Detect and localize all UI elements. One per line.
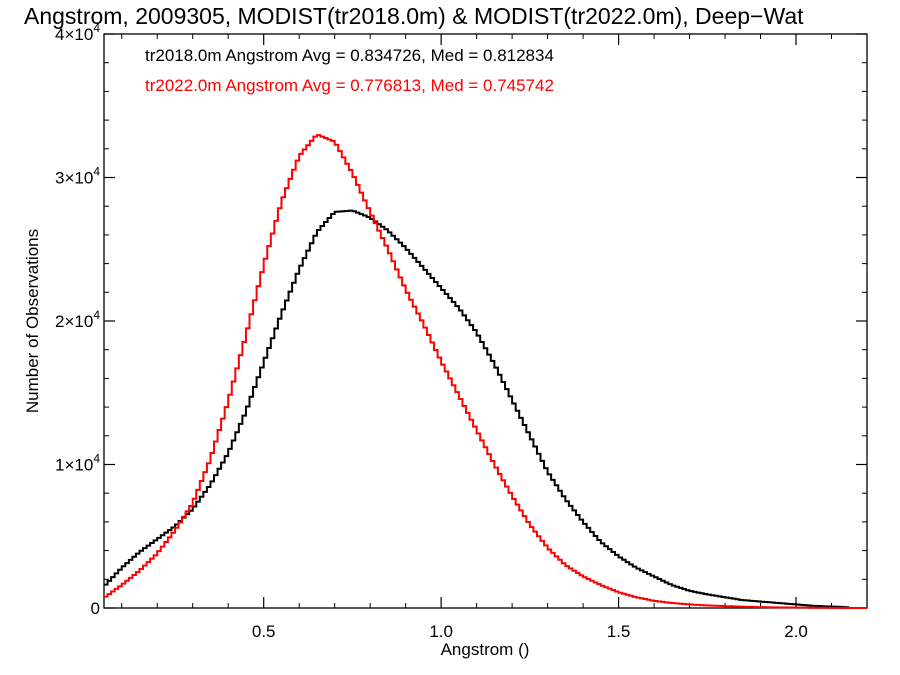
y-tick-exponent: 4 bbox=[93, 308, 100, 322]
y-tick-mantissa: 2×10 bbox=[55, 312, 93, 331]
y-tick-exponent: 4 bbox=[93, 165, 100, 179]
y-tick-exponent: 4 bbox=[93, 452, 100, 466]
x-axis-ticks: 0.5 1.0 1.5 2.0 bbox=[121, 34, 868, 641]
x-tick-label: 2.0 bbox=[784, 622, 808, 641]
x-tick-label: 0.5 bbox=[252, 622, 276, 641]
y-tick-label: 3×104 bbox=[55, 165, 100, 188]
series-layer bbox=[104, 134, 867, 609]
y-tick-label: 0 bbox=[91, 599, 100, 618]
y-axis-label: Number of Observations bbox=[23, 229, 42, 413]
series-line-tr2022 bbox=[104, 134, 867, 609]
y-tick-mantissa: 3×10 bbox=[55, 169, 93, 188]
x-axis-label: Angstrom () bbox=[441, 640, 530, 659]
y-tick-label: 1×104 bbox=[55, 452, 100, 475]
y-tick-label: 4×104 bbox=[55, 21, 100, 44]
y-tick-mantissa: 1×10 bbox=[55, 456, 93, 475]
plot-frame bbox=[103, 33, 868, 609]
chart-title: Angstrom, 2009305, MODIST(tr2018.0m) & M… bbox=[24, 3, 804, 29]
x-tick-label: 1.5 bbox=[607, 622, 631, 641]
y-tick-mantissa: 4×10 bbox=[55, 25, 93, 44]
y-tick-label: 2×104 bbox=[55, 308, 100, 331]
annotation-tr2018-stats: tr2018.0m Angstrom Avg = 0.834726, Med =… bbox=[145, 46, 554, 65]
series-line-tr2018 bbox=[104, 209, 850, 609]
y-tick-exponent: 4 bbox=[93, 21, 100, 35]
x-tick-label: 1.0 bbox=[429, 622, 453, 641]
annotation-tr2022-stats: tr2022.0m Angstrom Avg = 0.776813, Med =… bbox=[145, 76, 554, 95]
